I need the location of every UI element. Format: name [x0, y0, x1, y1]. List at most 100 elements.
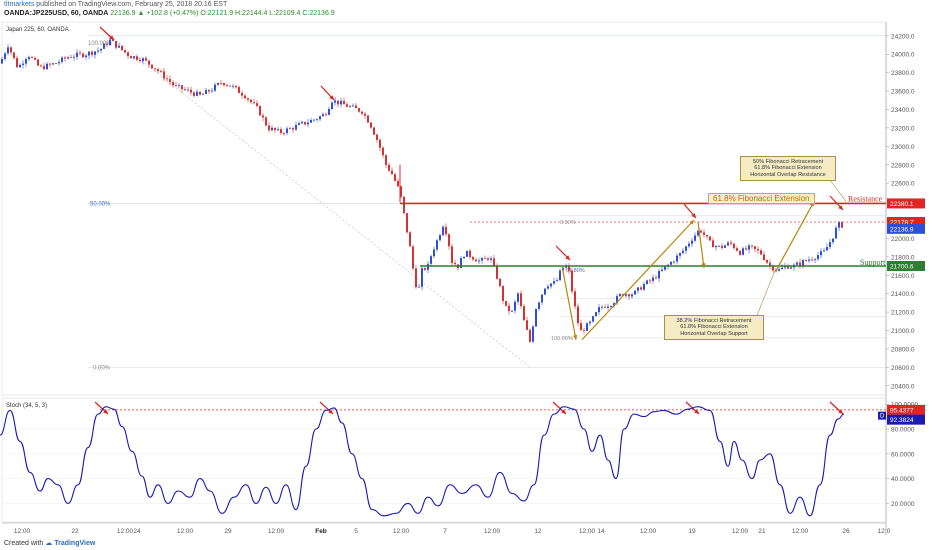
- support-label: Support: [860, 258, 886, 267]
- fib-label-100: 100.00%: [88, 41, 112, 47]
- arrow-head: [103, 409, 108, 414]
- candle-body: [394, 174, 396, 181]
- candle-body: [424, 268, 426, 270]
- candle-body: [433, 249, 435, 257]
- stoch-red-arrow: [829, 401, 844, 415]
- candle-body: [781, 267, 783, 270]
- candle-body: [517, 293, 519, 302]
- price-tag-bg: [887, 198, 925, 209]
- annotation-line: Horizontal Overlap Support: [680, 330, 748, 337]
- candle-body: [553, 281, 555, 284]
- candle-body: [121, 45, 123, 50]
- candle-body: [19, 64, 21, 68]
- candle-body: [775, 270, 777, 272]
- candle-body: [841, 222, 843, 228]
- candle-body: [70, 57, 72, 59]
- candle-body: [340, 100, 342, 105]
- candle-body: [193, 92, 195, 96]
- candle-body: [88, 51, 90, 56]
- candle-body: [25, 59, 27, 64]
- price-tick-label: 21400.0: [891, 291, 915, 298]
- candle-body: [796, 262, 798, 265]
- resistance-label: Resistance: [848, 194, 883, 203]
- candle-body: [820, 251, 822, 256]
- arrow-head: [565, 255, 570, 260]
- candle-body: [589, 321, 591, 324]
- candle-body: [379, 139, 381, 148]
- candle-body: [496, 265, 498, 279]
- stoch-tag-bg: [887, 414, 925, 425]
- candle-body: [391, 170, 393, 175]
- candle-body: [577, 306, 579, 324]
- candle-body: [763, 254, 765, 260]
- red-arrow: [829, 195, 844, 211]
- candle-body: [784, 265, 786, 268]
- candle-body: [163, 71, 165, 79]
- candle-body: [385, 155, 387, 165]
- candle-body: [133, 56, 135, 59]
- candle-body: [448, 234, 450, 247]
- price-tick-label: 20800.0: [891, 346, 915, 353]
- candle-body: [619, 294, 621, 297]
- candle-body: [400, 186, 402, 197]
- candle-body: [109, 39, 111, 46]
- candle-body: [655, 277, 657, 279]
- candle-body: [397, 180, 399, 187]
- candle-body: [697, 230, 699, 236]
- arrow-head: [329, 95, 334, 100]
- time-tick-label: 12:00: [792, 528, 809, 535]
- fib-label-ext0: 0.00%: [560, 220, 576, 226]
- candle-body: [151, 64, 153, 69]
- candle-body: [742, 248, 744, 255]
- candle-body: [334, 100, 336, 103]
- candle-body: [376, 134, 378, 140]
- candle-body: [652, 277, 654, 281]
- arrow-head: [838, 409, 843, 414]
- tradingview-brand[interactable]: TradingView: [54, 540, 96, 547]
- time-tick-label: 24: [133, 528, 141, 535]
- candle-body: [700, 230, 702, 233]
- price-tag: 22178.7: [890, 219, 914, 226]
- candle-body: [592, 316, 594, 322]
- footer: Created with ☁ TradingView: [0, 536, 932, 550]
- candle-body: [175, 85, 177, 86]
- candle-body: [217, 82, 219, 85]
- candle-body: [709, 236, 711, 241]
- price-tag-bg: [887, 223, 925, 234]
- publisher-user[interactable]: tltmarkets: [4, 1, 35, 8]
- candle-body: [469, 250, 471, 258]
- candle-body: [769, 262, 771, 266]
- red-arrow: [320, 85, 335, 101]
- candle-body: [313, 119, 315, 121]
- candle-body: [214, 84, 216, 91]
- candle-body: [352, 105, 354, 107]
- candle-body: [106, 43, 108, 46]
- time-tick-label: 19: [688, 528, 696, 535]
- candle-body: [451, 246, 453, 263]
- candle-body: [499, 278, 501, 287]
- candle-body: [631, 294, 633, 297]
- candle-body: [310, 119, 312, 123]
- candle-body: [364, 113, 366, 116]
- candle-body: [484, 258, 486, 259]
- time-tick-label: Feb: [315, 528, 327, 535]
- candle-body: [610, 306, 612, 307]
- candle-body: [238, 87, 240, 93]
- candle-body: [751, 245, 753, 247]
- candle-body: [568, 265, 570, 271]
- ann-pointer-sup: [755, 267, 777, 319]
- candle-body: [79, 52, 81, 54]
- candle-body: [715, 245, 717, 248]
- candle-body: [169, 79, 171, 83]
- candle-body: [571, 270, 573, 292]
- candle-body: [235, 85, 237, 88]
- candle-body: [550, 283, 552, 287]
- time-tick-label: 14: [597, 528, 605, 535]
- candle-body: [49, 63, 51, 65]
- candle-body: [145, 58, 147, 61]
- time-tick-label: 12:00: [579, 528, 596, 535]
- candle-body: [382, 147, 384, 156]
- stoch-marker: D: [880, 414, 885, 420]
- stoch-tag: 95.4377: [890, 407, 914, 414]
